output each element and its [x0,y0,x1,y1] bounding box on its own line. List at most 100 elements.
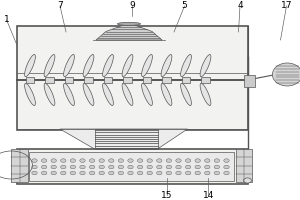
Circle shape [205,165,210,169]
Bar [16,149,247,184]
Ellipse shape [25,83,35,106]
Circle shape [157,165,162,169]
Ellipse shape [142,54,152,77]
Circle shape [118,171,124,175]
Circle shape [70,171,76,175]
Circle shape [176,159,181,162]
Circle shape [118,159,124,162]
Circle shape [99,159,104,162]
Circle shape [61,171,66,175]
Ellipse shape [181,54,191,77]
Circle shape [157,171,162,175]
Circle shape [137,165,143,169]
Circle shape [205,159,210,162]
Ellipse shape [44,83,55,106]
Circle shape [214,171,220,175]
Circle shape [205,171,210,175]
Circle shape [109,159,114,162]
Circle shape [244,178,251,183]
Ellipse shape [272,63,300,86]
Circle shape [61,165,66,169]
Text: 7: 7 [57,1,63,10]
Text: 17: 17 [281,1,292,10]
Circle shape [137,171,143,175]
Circle shape [128,159,133,162]
Circle shape [214,165,220,169]
Circle shape [176,171,181,175]
Ellipse shape [122,54,133,77]
Circle shape [99,165,104,169]
Polygon shape [60,129,188,149]
Ellipse shape [64,54,74,77]
Circle shape [214,159,220,162]
Circle shape [51,159,56,162]
Circle shape [137,159,143,162]
Bar [236,149,252,182]
Bar [182,77,190,83]
Circle shape [224,165,229,169]
Circle shape [32,165,37,169]
Circle shape [80,159,85,162]
Circle shape [41,159,47,162]
Circle shape [99,171,104,175]
Circle shape [118,165,124,169]
Circle shape [32,159,37,162]
Circle shape [109,171,114,175]
Circle shape [89,171,95,175]
Ellipse shape [142,83,152,106]
Bar [11,149,28,182]
Circle shape [128,171,133,175]
Circle shape [128,165,133,169]
Circle shape [89,165,95,169]
Ellipse shape [122,83,133,106]
Circle shape [89,159,95,162]
Ellipse shape [161,54,172,77]
Bar [143,77,151,83]
Circle shape [185,165,191,169]
Bar [26,77,34,83]
Circle shape [147,171,152,175]
Ellipse shape [103,83,113,106]
Circle shape [70,165,76,169]
Text: 15: 15 [161,190,172,200]
Bar [244,75,255,87]
Bar [45,77,54,83]
Ellipse shape [181,83,191,106]
Circle shape [166,165,172,169]
Ellipse shape [25,54,35,77]
Ellipse shape [44,54,55,77]
Circle shape [80,171,85,175]
Circle shape [147,159,152,162]
Bar [84,77,93,83]
Circle shape [147,165,152,169]
Ellipse shape [83,54,94,77]
Circle shape [195,171,200,175]
Circle shape [224,171,229,175]
Circle shape [70,159,76,162]
Ellipse shape [83,83,94,106]
Circle shape [41,171,47,175]
Ellipse shape [200,54,211,77]
Bar [104,77,112,83]
Circle shape [32,171,37,175]
Ellipse shape [117,22,141,25]
Text: 5: 5 [182,1,188,10]
Circle shape [51,171,56,175]
Circle shape [157,159,162,162]
Text: 14: 14 [203,190,214,200]
Circle shape [109,165,114,169]
Circle shape [176,165,181,169]
Circle shape [224,159,229,162]
Circle shape [61,159,66,162]
Circle shape [195,165,200,169]
Bar [201,77,210,83]
Circle shape [166,171,172,175]
Circle shape [51,165,56,169]
Ellipse shape [161,83,172,106]
Polygon shape [96,23,162,40]
Circle shape [166,159,172,162]
Text: 1: 1 [4,16,10,24]
Circle shape [41,165,47,169]
Bar [65,77,73,83]
Circle shape [185,171,191,175]
